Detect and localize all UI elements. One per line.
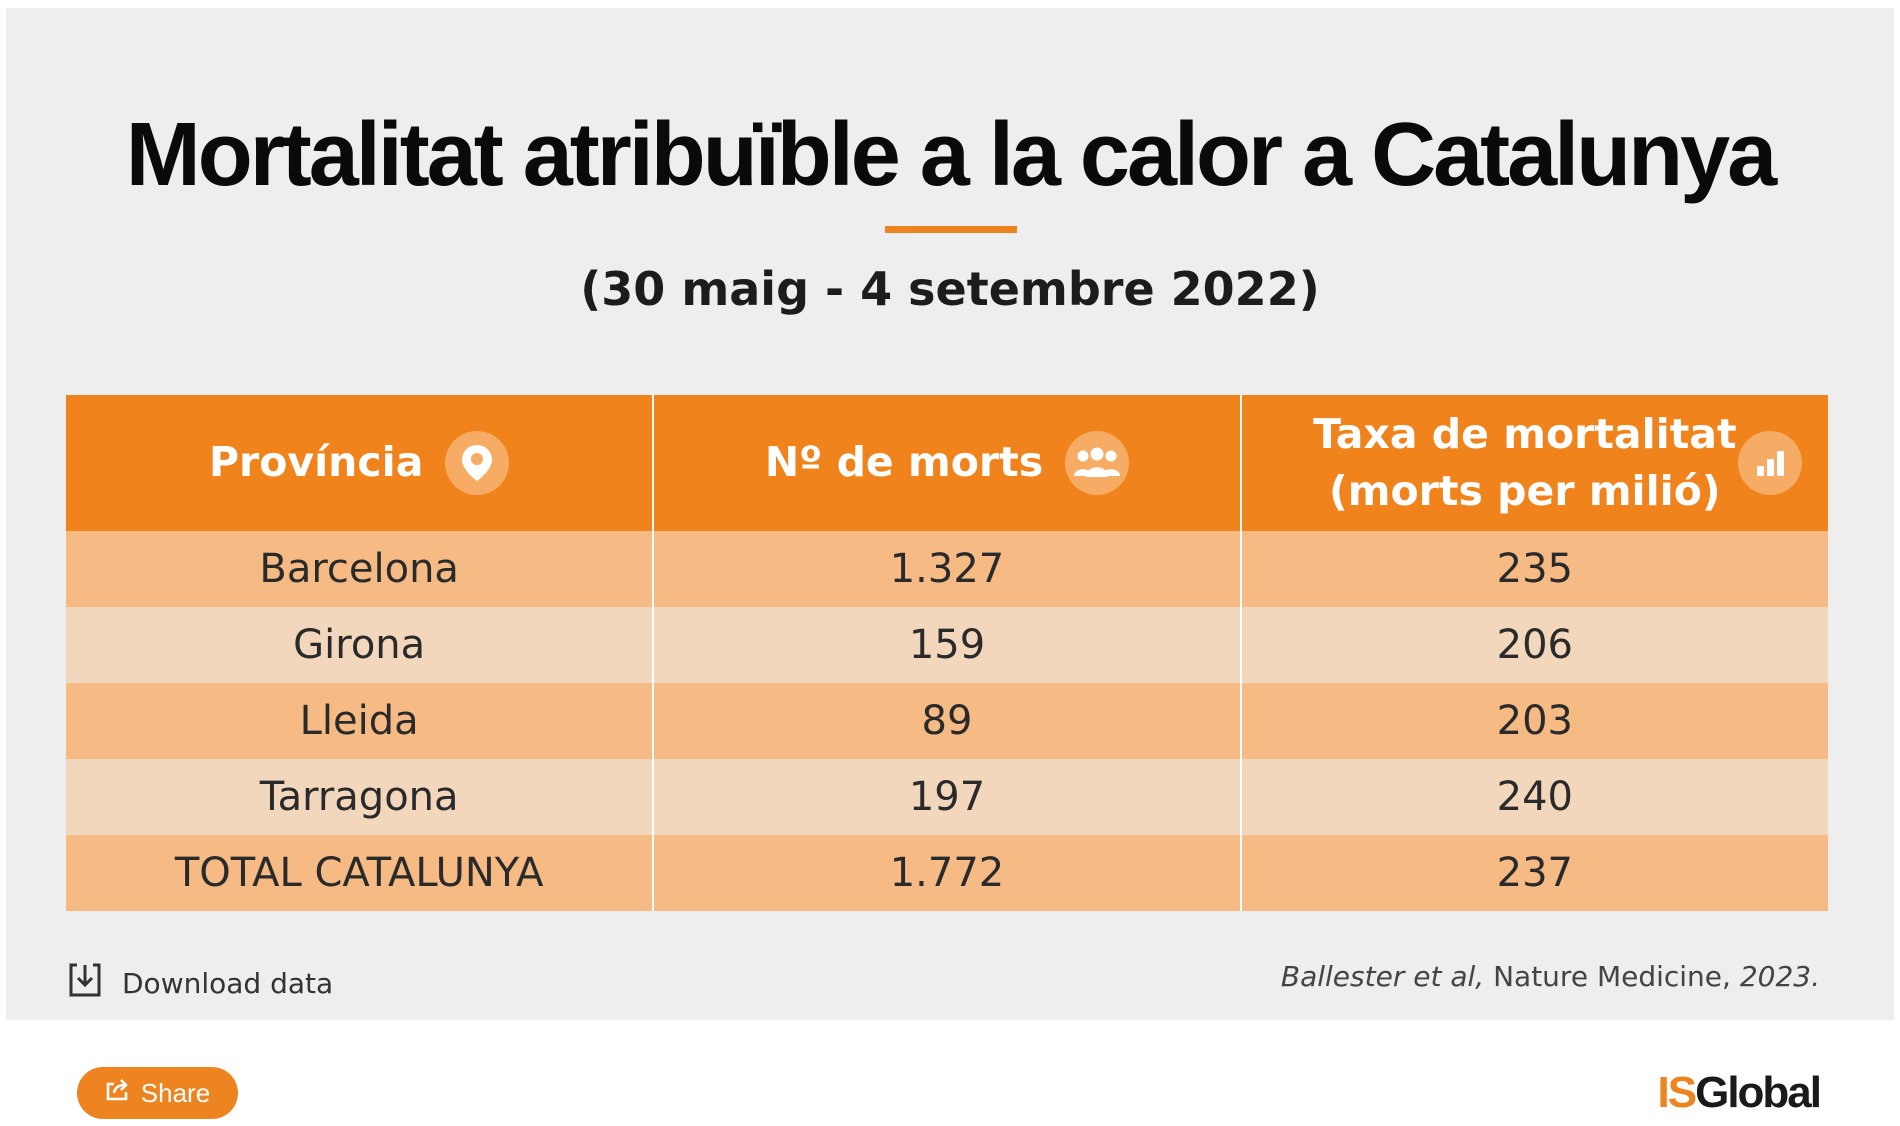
cell-morts: 1.327	[653, 531, 1242, 607]
group-icon	[1065, 431, 1130, 495]
cell-morts: 1.772	[653, 835, 1242, 911]
source-authors: Ballester et al,	[1280, 960, 1485, 993]
share-label: Share	[140, 1077, 211, 1108]
title-underline	[885, 226, 1017, 233]
download-data-link[interactable]: Download data	[66, 961, 333, 1006]
chart-title: Mortalitat atribuïble a la calor a Catal…	[125, 105, 1778, 205]
column-header-label: Nº de morts	[764, 438, 1044, 487]
map-pin-icon	[445, 431, 510, 495]
table-header-row: Província Nº de morts	[66, 395, 1828, 531]
cell-morts: 89	[653, 683, 1242, 759]
isglobal-logo[interactable]: ISGlobal	[1657, 1068, 1822, 1118]
cell-morts: 159	[653, 607, 1242, 683]
cell-provincia: Tarragona	[66, 759, 655, 835]
cell-provincia: Girona	[66, 607, 655, 683]
logo-part-is: IS	[1657, 1068, 1698, 1117]
cell-provincia: TOTAL CATALUNYA	[66, 835, 655, 911]
source-journal: Nature Medicine,	[1484, 960, 1731, 993]
column-header-morts: Nº de morts	[653, 395, 1242, 531]
table-row: Tarragona 197 240	[66, 759, 1828, 835]
column-header-label: Província	[208, 438, 424, 487]
chart-subtitle: (30 maig - 4 setembre 2022)	[580, 262, 1320, 316]
source-year: 2023.	[1730, 960, 1820, 993]
column-header-label-line2: (morts per milió)	[1329, 467, 1721, 515]
download-icon	[66, 961, 104, 1006]
table-row: Girona 159 206	[66, 607, 1828, 683]
data-table: Província Nº de morts	[66, 395, 1828, 911]
column-header-label-line1: Taxa de mortalitat	[1313, 409, 1737, 458]
cell-morts: 197	[653, 759, 1242, 835]
share-icon	[105, 1078, 131, 1109]
cell-taxa: 235	[1240, 531, 1828, 607]
cell-taxa: 240	[1240, 759, 1828, 835]
table-row: Barcelona 1.327 235	[66, 531, 1828, 607]
chart-panel: Mortalitat atribuïble a la calor a Catal…	[6, 8, 1894, 1020]
cell-taxa: 237	[1240, 835, 1828, 911]
logo-part-global: Global	[1695, 1068, 1822, 1117]
column-header-provincia: Província	[66, 395, 655, 531]
cell-provincia: Lleida	[66, 683, 655, 759]
share-button[interactable]: Share	[77, 1067, 238, 1119]
bar-chart-icon	[1738, 431, 1802, 495]
cell-taxa: 203	[1240, 683, 1828, 759]
download-label: Download data	[122, 967, 334, 1000]
source-citation: Ballester et al, Nature Medicine, 2023.	[1281, 960, 1820, 993]
cell-provincia: Barcelona	[66, 531, 655, 607]
table-row-total: TOTAL CATALUNYA 1.772 237	[66, 835, 1828, 911]
table-row: Lleida 89 203	[66, 683, 1828, 759]
column-header-taxa: Taxa de mortalitat (morts per milió)	[1240, 395, 1828, 531]
cell-taxa: 206	[1240, 607, 1828, 683]
